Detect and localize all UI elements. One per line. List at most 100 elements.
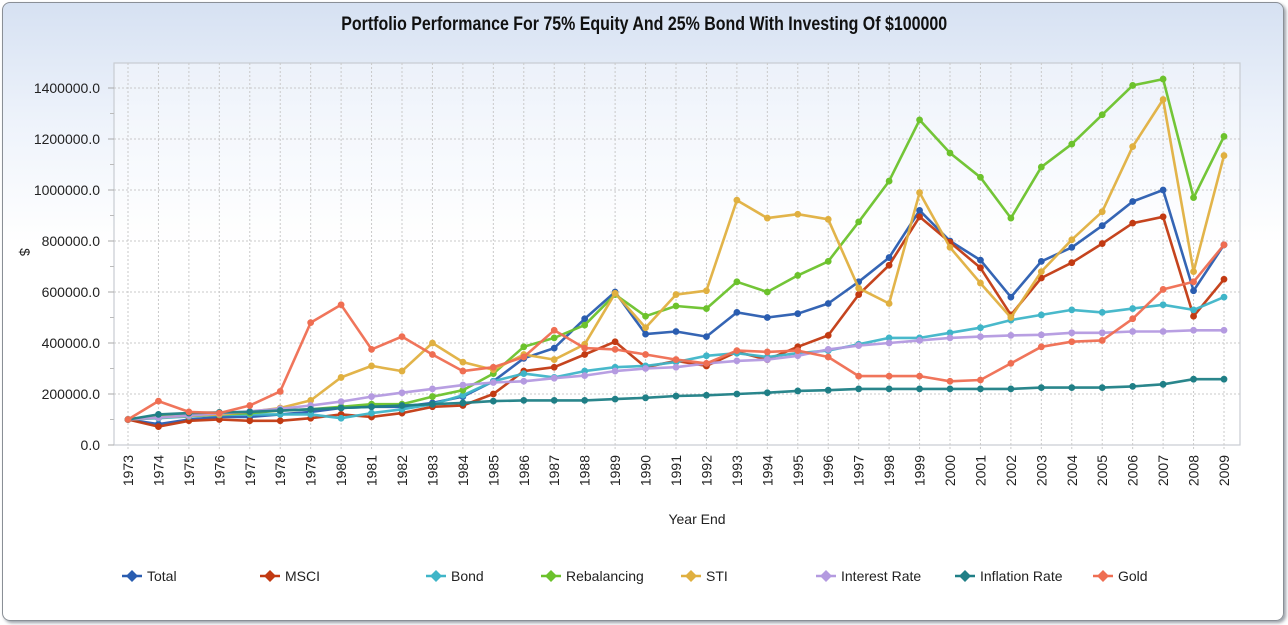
data-point-rebalancing <box>885 177 893 185</box>
data-point-interest-rate <box>520 377 528 385</box>
x-tick-label: 1998 <box>881 455 897 486</box>
data-point-interest-rate <box>429 385 436 393</box>
data-point-bond <box>1037 311 1045 319</box>
data-point-inflation-rate <box>459 399 467 407</box>
data-point-gold <box>429 351 436 358</box>
data-point-inflation-rate <box>398 402 406 409</box>
data-point-inflation-rate <box>307 405 315 413</box>
data-point-msci <box>550 363 558 371</box>
data-point-interest-rate <box>763 356 771 363</box>
legend-item-inflation-rate[interactable]: Inflation Rate <box>954 568 1063 584</box>
legend-label: Total <box>147 568 177 584</box>
x-tick-label: 2004 <box>1064 455 1080 486</box>
data-point-inflation-rate <box>1098 384 1106 392</box>
data-point-inflation-rate <box>246 408 254 416</box>
data-point-inflation-rate <box>1220 375 1228 383</box>
data-point-interest-rate <box>1220 326 1228 334</box>
data-point-interest-rate <box>824 345 832 353</box>
legend-item-sti[interactable]: STI <box>680 568 728 584</box>
legend-item-interest-rate[interactable]: Interest Rate <box>815 568 921 584</box>
data-point-inflation-rate <box>855 385 863 393</box>
legend-label: STI <box>706 568 728 584</box>
x-tick-label: 1975 <box>181 455 197 486</box>
data-point-gold <box>368 345 375 353</box>
y-tick-label: 400000.0 <box>42 335 101 351</box>
data-point-total <box>672 328 680 335</box>
data-point-msci <box>1220 275 1228 283</box>
data-point-total <box>1159 186 1167 194</box>
data-point-sti <box>1098 208 1106 216</box>
data-point-sti <box>1037 268 1045 276</box>
data-point-interest-rate <box>1129 328 1137 335</box>
data-point-rebalancing <box>1098 111 1106 119</box>
data-point-interest-rate <box>337 398 345 406</box>
data-point-total <box>581 315 589 323</box>
data-point-total <box>824 300 832 307</box>
legend-marker-icon <box>955 570 975 582</box>
data-point-rebalancing <box>429 393 436 400</box>
data-point-interest-rate <box>1098 329 1106 337</box>
legend-item-total[interactable]: Total <box>121 568 177 584</box>
data-point-inflation-rate <box>885 385 893 393</box>
data-point-inflation-rate <box>276 407 284 414</box>
data-point-msci <box>246 417 254 425</box>
data-point-gold <box>946 377 954 385</box>
legend-item-gold[interactable]: Gold <box>1092 568 1148 584</box>
data-point-rebalancing <box>824 257 832 265</box>
data-point-gold <box>763 348 771 356</box>
data-point-gold <box>550 326 558 334</box>
x-tick-label: 1999 <box>912 455 928 486</box>
data-point-inflation-rate <box>642 394 649 402</box>
data-point-sti <box>855 284 863 292</box>
data-point-rebalancing <box>1190 194 1197 202</box>
data-point-inflation-rate <box>368 403 375 411</box>
x-tick-label: 2003 <box>1033 455 1049 486</box>
data-point-gold <box>581 344 589 352</box>
data-point-msci <box>855 291 863 298</box>
data-point-msci <box>1190 312 1197 320</box>
legend-label: Rebalancing <box>566 568 644 584</box>
y-tick-label: 1400000.0 <box>34 80 100 96</box>
data-point-gold <box>1159 286 1167 293</box>
legend-marker-icon <box>681 570 701 582</box>
legend-item-bond[interactable]: Bond <box>425 568 484 584</box>
data-point-inflation-rate <box>1007 385 1015 393</box>
data-point-inflation-rate <box>794 387 802 395</box>
data-point-total <box>550 344 558 352</box>
data-point-sti <box>429 339 436 347</box>
data-point-inflation-rate <box>337 404 345 412</box>
data-point-gold <box>703 359 710 367</box>
legend-marker-icon <box>1093 570 1113 582</box>
y-tick-label: 0.0 <box>81 437 101 453</box>
data-point-interest-rate <box>642 365 649 372</box>
data-point-total <box>733 308 741 316</box>
data-point-gold <box>642 351 649 358</box>
data-point-gold <box>916 372 923 380</box>
data-point-gold <box>307 319 315 327</box>
y-tick-label: 1000000.0 <box>34 182 100 198</box>
data-point-interest-rate <box>550 374 558 382</box>
x-tick-label: 1980 <box>333 455 349 486</box>
data-point-gold <box>977 376 984 384</box>
data-point-gold <box>520 353 528 361</box>
legend-label: Bond <box>451 568 484 584</box>
legend-label: Interest Rate <box>841 568 922 584</box>
data-point-rebalancing <box>1129 82 1137 89</box>
data-point-interest-rate <box>916 337 923 344</box>
data-point-rebalancing <box>855 218 863 226</box>
x-tick-label: 1979 <box>303 455 319 486</box>
data-point-gold <box>1098 337 1106 344</box>
data-point-bond <box>520 370 528 378</box>
legend-item-rebalancing[interactable]: Rebalancing <box>540 568 644 584</box>
data-point-sti <box>1129 143 1137 151</box>
x-tick-label: 2001 <box>972 455 988 486</box>
legend-item-msci[interactable]: MSCI <box>259 568 320 584</box>
data-point-rebalancing <box>581 321 589 329</box>
data-point-gold <box>824 353 832 361</box>
y-tick-label: 200000.0 <box>42 386 101 402</box>
legend-marker-icon <box>426 570 446 582</box>
data-point-bond <box>1190 306 1197 314</box>
x-tick-label: 1997 <box>851 455 867 486</box>
data-point-total <box>1129 198 1137 205</box>
data-point-sti <box>337 374 345 381</box>
